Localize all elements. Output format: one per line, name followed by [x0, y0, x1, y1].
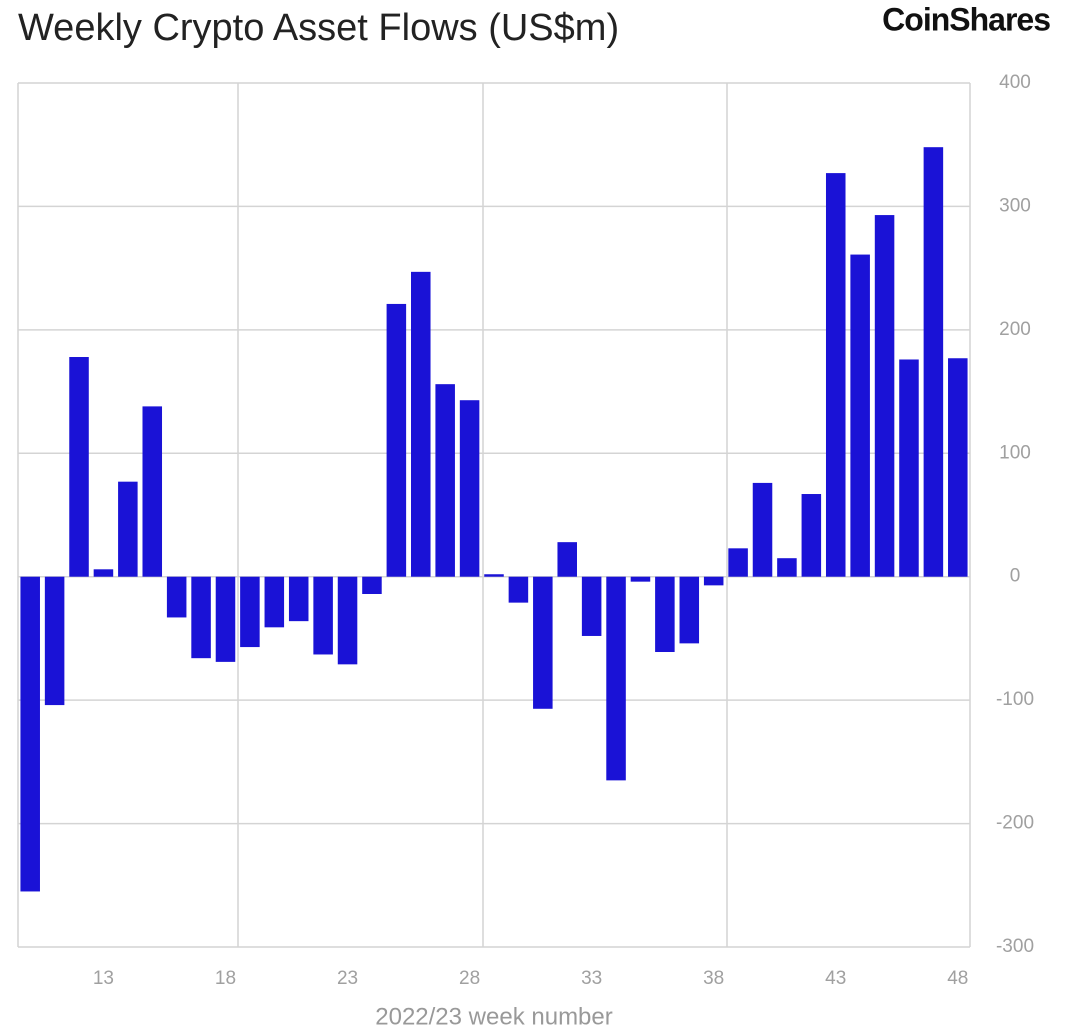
bar	[899, 359, 919, 577]
bar	[191, 576, 211, 659]
y-tick-label: -100	[996, 689, 1034, 710]
x-tick-label: 23	[337, 968, 358, 989]
bar	[411, 271, 431, 577]
bar	[581, 576, 602, 636]
y-tick-label: -200	[996, 813, 1034, 834]
y-tick-label: 100	[999, 442, 1031, 463]
chart-title: Weekly Crypto Asset Flows (US$m)	[18, 7, 619, 49]
bar	[313, 576, 333, 655]
bar	[240, 576, 260, 648]
x-axis-label: 2022/23 week number	[375, 1003, 613, 1030]
bar	[752, 482, 773, 577]
bar	[703, 576, 724, 586]
y-tick-label: -300	[996, 936, 1034, 957]
x-tick-label: 38	[703, 968, 724, 989]
y-tick-label: 400	[999, 72, 1031, 93]
bar	[264, 576, 285, 628]
bar	[288, 576, 309, 622]
x-tick-label: 43	[825, 968, 846, 989]
bar	[728, 548, 748, 577]
x-tick-label: 18	[215, 968, 236, 989]
bar	[948, 358, 968, 577]
bar	[630, 576, 651, 582]
x-tick-label: 33	[581, 968, 602, 989]
bar	[557, 542, 577, 577]
bar	[874, 215, 895, 577]
y-tick-label: 300	[999, 195, 1031, 216]
bar	[337, 576, 358, 665]
bar	[923, 147, 944, 577]
bar	[533, 576, 553, 709]
vertical-grid	[17, 83, 971, 947]
x-tick-label: 28	[459, 968, 480, 989]
bar	[386, 303, 407, 577]
bar	[118, 481, 138, 577]
bar	[801, 494, 822, 577]
brand-logo: CoinShares	[882, 1, 1050, 37]
bar	[777, 558, 797, 577]
bar	[655, 576, 675, 653]
bar	[679, 576, 700, 644]
bar	[93, 569, 114, 577]
y-tick-label: 200	[999, 319, 1031, 340]
bar	[215, 576, 236, 662]
bar	[825, 173, 846, 577]
x-tick-label: 48	[947, 968, 968, 989]
bar	[142, 406, 163, 577]
y-tick-label: 0	[1010, 566, 1021, 587]
bar	[69, 357, 89, 577]
bar	[850, 254, 870, 577]
bar	[20, 576, 40, 892]
bar	[606, 576, 626, 781]
bar	[508, 576, 529, 603]
bar	[435, 384, 455, 577]
x-tick-label: 13	[93, 968, 114, 989]
bar	[44, 576, 65, 706]
bar	[362, 576, 382, 594]
bar	[459, 400, 480, 577]
bar	[484, 574, 504, 577]
bar	[166, 576, 187, 618]
